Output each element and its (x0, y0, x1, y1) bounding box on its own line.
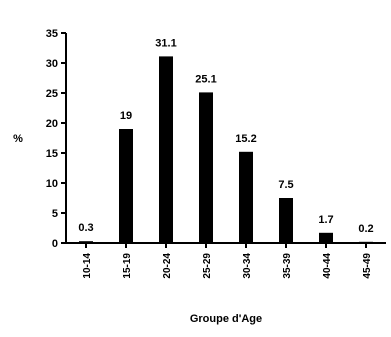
x-tick-label: 40-44 (322, 253, 333, 279)
x-axis-title: Groupe d'Age (190, 313, 262, 325)
x-axis: 10-14 15-19 20-24 25-29 30-34 35-39 40-44 45-49 (66, 242, 386, 279)
y-axis: 0 5 10 15 20 25 30 35 (46, 28, 67, 250)
data-label: 0.2 (358, 223, 373, 235)
data-label: 19 (120, 110, 132, 122)
x-tick-label: 25-29 (202, 253, 213, 279)
x-tick-label: 35-39 (282, 253, 293, 279)
data-label: 25.1 (195, 73, 216, 85)
data-label: 31.1 (155, 37, 176, 49)
x-tick-label: 15-19 (122, 253, 133, 279)
bar (359, 241, 373, 243)
bar (279, 198, 293, 243)
y-tick-label: 25 (46, 88, 58, 100)
bar (239, 151, 253, 243)
x-tick-label: 20-24 (162, 253, 173, 279)
bars (79, 56, 373, 244)
y-axis-title: % (13, 133, 23, 145)
y-tick-label: 5 (52, 208, 58, 220)
data-label: 7.5 (278, 179, 293, 191)
bar (199, 92, 213, 244)
bar (159, 56, 173, 244)
y-tick-label: 15 (46, 148, 58, 160)
bar (79, 241, 93, 243)
data-label: 0.3 (78, 222, 93, 234)
x-tick-label: 10-14 (82, 253, 93, 279)
y-tick-label: 30 (46, 58, 58, 70)
y-tick-label: 35 (46, 28, 58, 40)
data-label: 1.7 (318, 214, 333, 226)
bar (119, 129, 133, 243)
y-tick-label: 10 (46, 178, 58, 190)
data-labels: 0.3 19 31.1 25.1 15.2 7.5 1.7 0.2 (78, 37, 373, 234)
data-label: 15.2 (235, 133, 256, 145)
y-tick-label: 20 (46, 118, 58, 130)
x-tick-label: 30-34 (242, 253, 253, 279)
x-tick-label: 45-49 (362, 253, 373, 279)
y-tick-label: 0 (52, 238, 58, 250)
bar (319, 232, 333, 243)
